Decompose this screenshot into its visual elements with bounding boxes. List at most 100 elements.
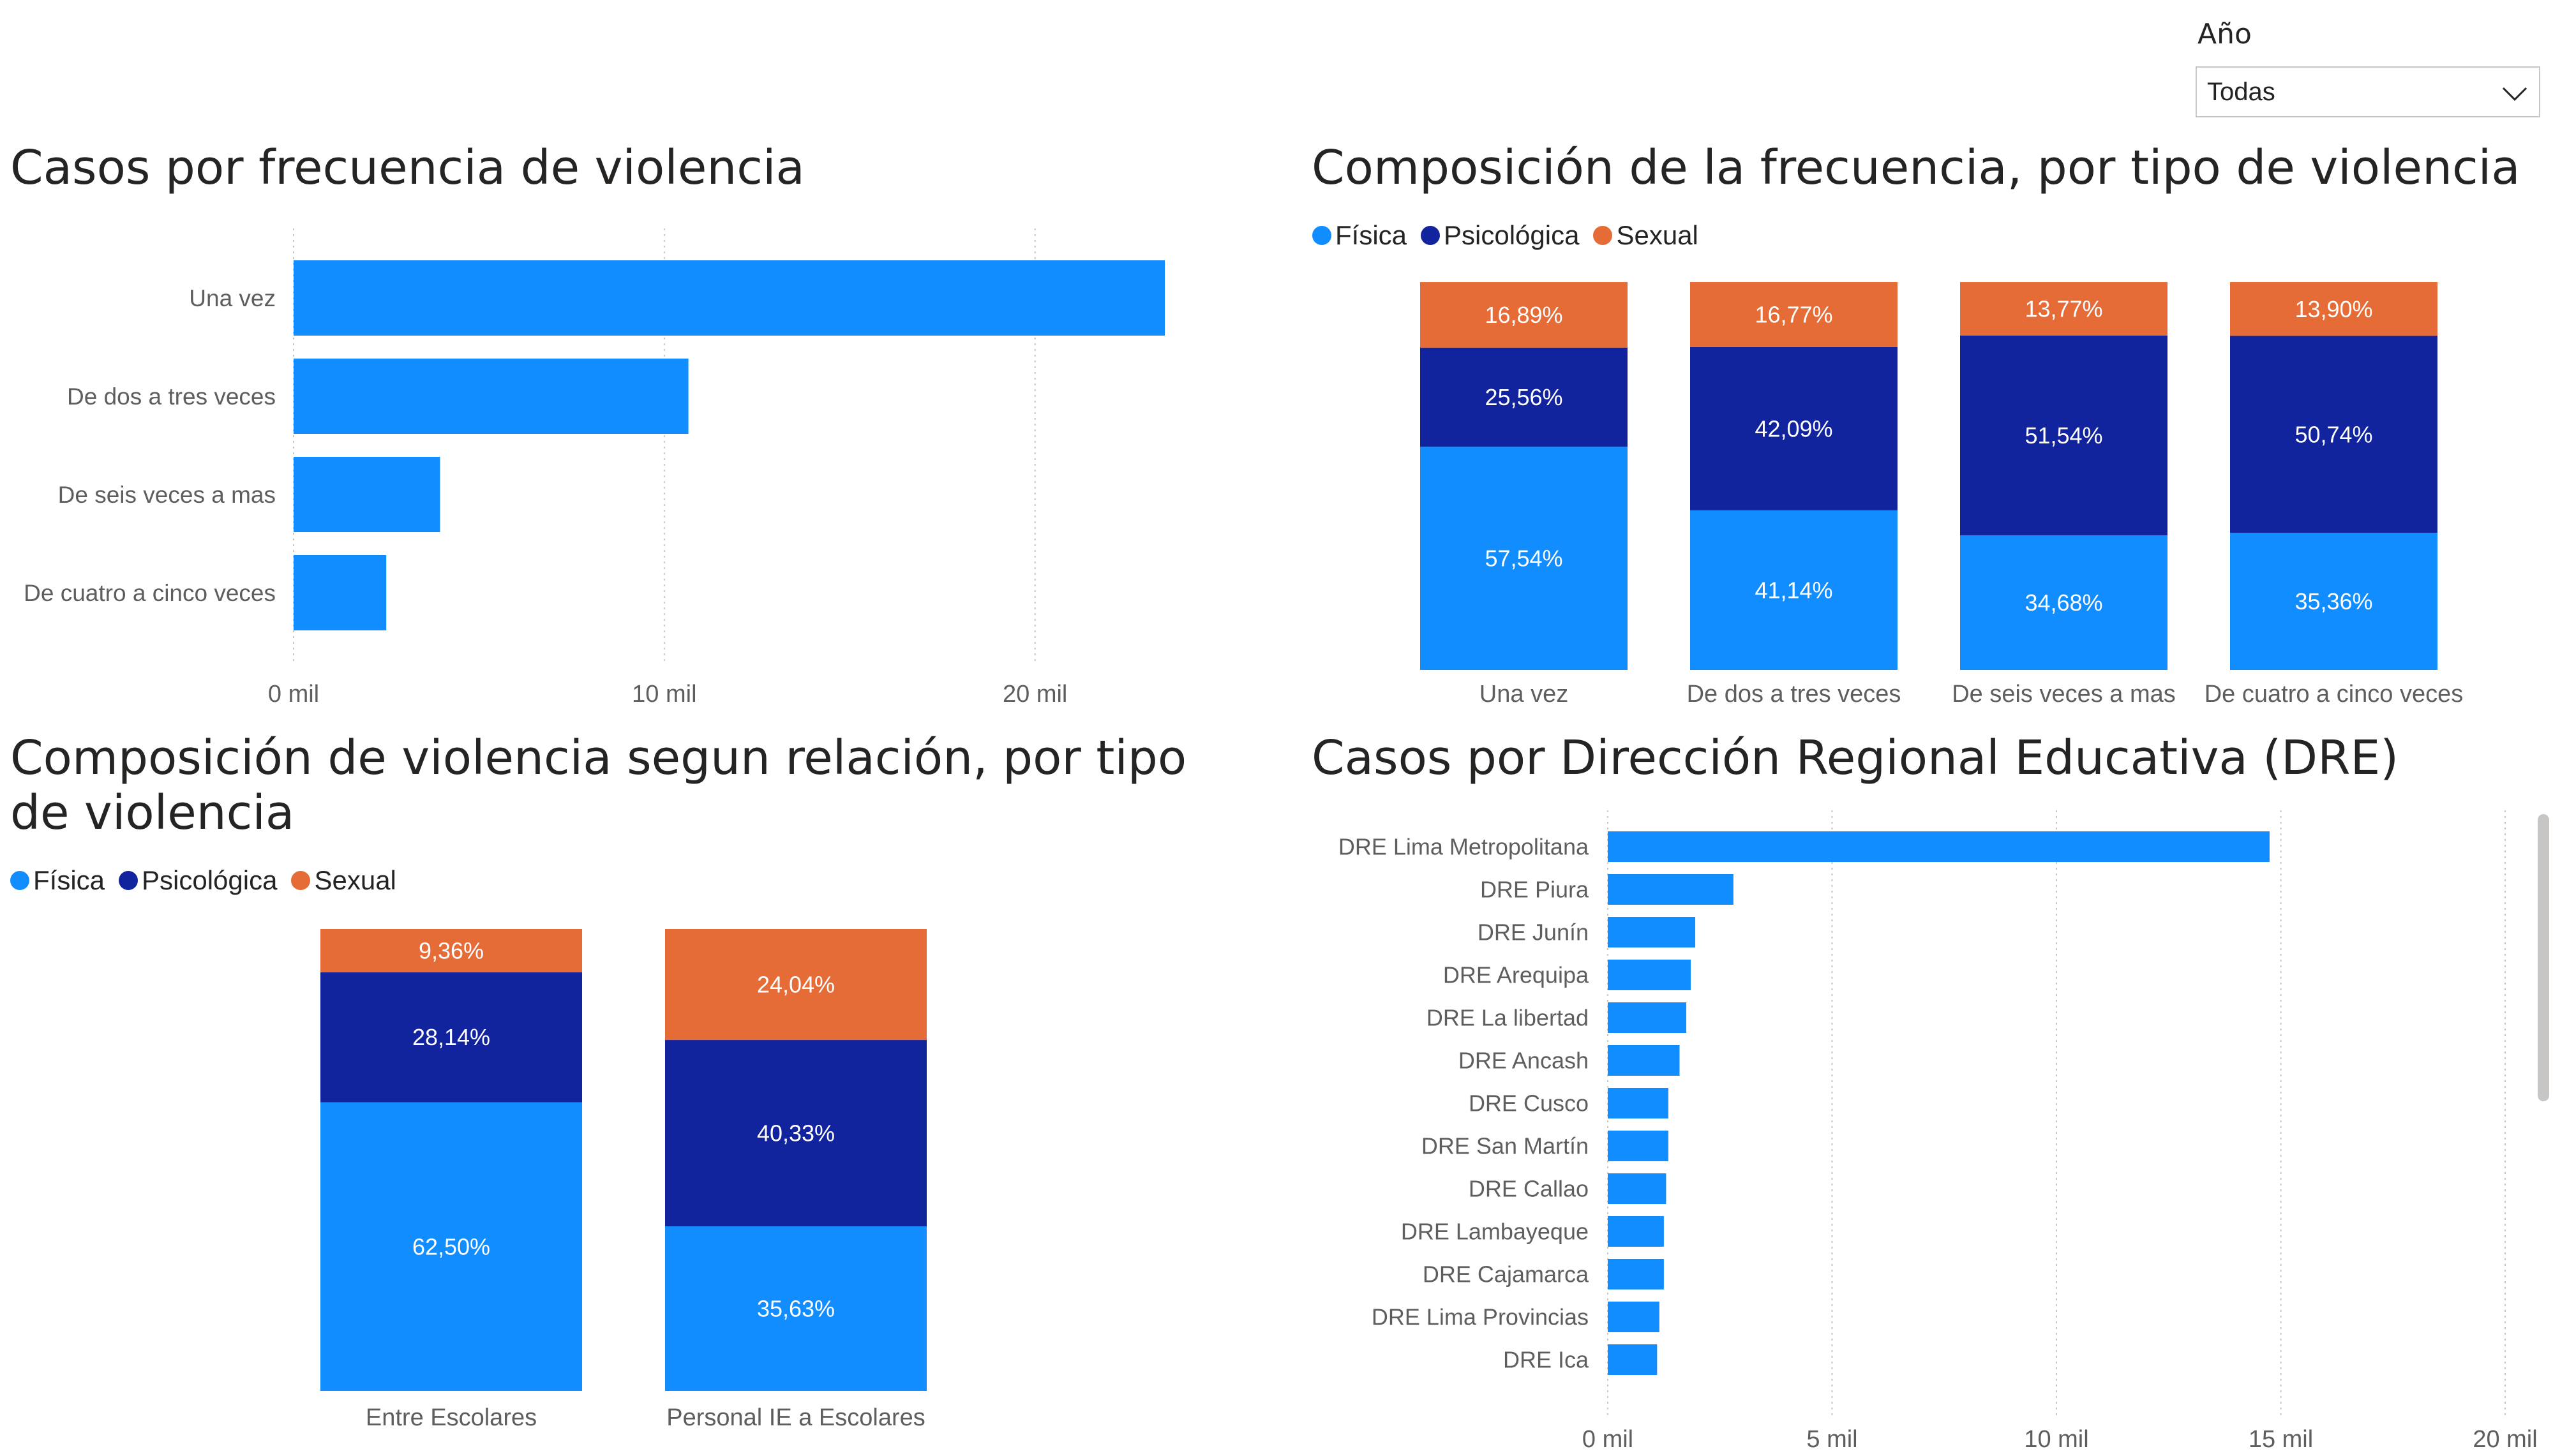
- chart-frecuencia: 0 mil 10 mil 20 mil Una vez De dos a tres ve…: [24, 228, 1165, 708]
- category-label: DRE Junín: [1478, 919, 1589, 946]
- legend-item-psicologica[interactable]: Psicológica: [1421, 220, 1579, 251]
- bar-de-cuatro-a-cinco-veces-fisica: [2230, 533, 2437, 670]
- legend-dot-sexual: [1593, 226, 1613, 245]
- data-label: 28,14%: [412, 1024, 490, 1050]
- x-tick-label: 10 mil: [632, 681, 696, 708]
- legend-dot-psicologica: [119, 871, 139, 890]
- chart-composicion-relacion-legend: Física Psicológica Sexual: [10, 865, 410, 896]
- data-label: 62,50%: [412, 1233, 490, 1259]
- year-slicer-value: Todas: [2207, 78, 2275, 106]
- bar-de-seis-veces-a-mas-fisica: [1960, 535, 2167, 670]
- category-label: De seis veces a mas: [1952, 681, 2176, 708]
- category-label: DRE Callao: [1469, 1176, 1589, 1202]
- legend-item-sexual[interactable]: Sexual: [1593, 220, 1698, 251]
- bar-dre-junin: [1608, 917, 1696, 947]
- year-slicer-dropdown[interactable]: Todas: [2196, 66, 2540, 117]
- bar-entre-escolares-sexual: [320, 929, 582, 972]
- bar-dre-la-libertad: [1608, 1002, 1687, 1033]
- data-label: 57,54%: [1485, 546, 1562, 572]
- bar-personal-ie-a-escolares-psicologica: [665, 1040, 927, 1227]
- legend-item-sexual[interactable]: Sexual: [291, 865, 396, 896]
- bar-dre-ica: [1608, 1344, 1658, 1375]
- x-tick-label: 0 mil: [268, 681, 319, 708]
- data-label: 42,09%: [1755, 416, 1832, 442]
- bar-personal-ie-a-escolares-sexual: [665, 929, 927, 1041]
- bar-de-dos-a-tres-veces-psicologica: [1690, 346, 1898, 510]
- category-label: Personal IE a Escolares: [666, 1404, 925, 1431]
- category-label: DRE Lima Metropolitana: [1338, 834, 1589, 860]
- data-label: 16,77%: [1755, 302, 1832, 328]
- category-label: DRE Ancash: [1458, 1048, 1589, 1074]
- bar-dre-arequipa: [1608, 960, 1691, 990]
- x-tick-label: 0 mil: [1582, 1426, 1633, 1453]
- x-tick-label: 5 mil: [1806, 1426, 1857, 1453]
- category-label: DRE Cusco: [1469, 1090, 1589, 1117]
- legend-dot-psicologica: [1421, 226, 1441, 245]
- data-label: 41,14%: [1755, 577, 1832, 604]
- bar-dre-piura: [1608, 874, 1733, 905]
- bar-una-vez-sexual: [1420, 282, 1628, 348]
- category-label: Una vez: [1479, 681, 1568, 708]
- category-label: De dos a tres veces: [1687, 681, 1901, 708]
- data-label: 35,63%: [757, 1296, 835, 1322]
- chart-composicion-frecuencia-title: Composición de la frecuencia, por tipo d…: [1312, 140, 2520, 195]
- bar-dre-san-martin: [1608, 1131, 1668, 1161]
- data-label: 50,74%: [2295, 421, 2372, 447]
- bar-de-cuatro-a-cinco-veces-sexual: [2230, 282, 2437, 336]
- bar-de-dos-a-tres-veces-sexual: [1690, 282, 1898, 347]
- category-label: DRE San Martín: [1421, 1133, 1589, 1159]
- bar-dre-ancash: [1608, 1045, 1680, 1076]
- legend-item-psicologica[interactable]: Psicológica: [119, 865, 277, 896]
- bar-entre-escolares-fisica: [320, 1102, 582, 1391]
- bar-dre-lima-provincias: [1608, 1302, 1659, 1332]
- bar-personal-ie-a-escolares-fisica: [665, 1226, 927, 1391]
- bar-dre-cusco: [1608, 1088, 1668, 1118]
- category-label: Entre Escolares: [366, 1404, 537, 1431]
- chevron-down-icon: [2502, 87, 2527, 101]
- x-tick-label: 10 mil: [2024, 1426, 2088, 1453]
- category-label: DRE Lima Provincias: [1372, 1304, 1589, 1330]
- bar-de-seis-veces-a-mas-psicologica: [1960, 335, 2167, 536]
- category-label: DRE Piura: [1480, 877, 1589, 903]
- x-tick-label: 15 mil: [2249, 1426, 2313, 1453]
- bar-de-cuatro-a-cinco-veces: [294, 555, 387, 630]
- bar-una-vez-psicologica: [1420, 347, 1628, 447]
- category-label: De dos a tres veces: [67, 383, 276, 410]
- bar-dre-callao: [1608, 1173, 1666, 1204]
- legend-dot-fisica: [1312, 226, 1331, 245]
- legend-item-fisica[interactable]: Física: [1312, 220, 1407, 251]
- data-label: 40,33%: [757, 1120, 835, 1147]
- bar-de-cuatro-a-cinco-veces-psicologica: [2230, 336, 2437, 533]
- chart-dre: 0 mil 5 mil 10 mil 15 mil 20 mil DRE Lima Met…: [1338, 810, 2538, 1453]
- category-label: De seis veces a mas: [58, 482, 276, 508]
- chart-composicion-relacion-title: Composición de violencia segun relación,…: [10, 731, 1187, 840]
- legend-item-fisica[interactable]: Física: [10, 865, 105, 896]
- bar-dre-lima-metropolitana: [1608, 831, 2270, 862]
- data-label: 24,04%: [757, 972, 835, 998]
- legend-label-fisica: Física: [1335, 220, 1407, 250]
- legend-label-sexual: Sexual: [1616, 220, 1698, 250]
- data-label: 9,36%: [419, 937, 484, 963]
- legend-dot-fisica: [10, 871, 29, 890]
- chart-composicion-relacion: 62,50% 28,14% 9,36% Entre Escolares 35,63% 40…: [320, 929, 927, 1431]
- data-label: 51,54%: [2025, 422, 2102, 449]
- bar-de-dos-a-tres-veces: [294, 359, 689, 434]
- legend-label-sexual: Sexual: [314, 865, 396, 895]
- chart-composicion-frecuencia: 57,54% 25,56% 16,89% Una vez 41,14% 42,09% 16,…: [1420, 282, 2464, 708]
- legend-label-psicologica: Psicológica: [142, 865, 278, 895]
- category-label: De cuatro a cinco veces: [24, 580, 276, 606]
- x-tick-label: 20 mil: [1003, 681, 1067, 708]
- bar-dre-lambayeque: [1608, 1216, 1664, 1247]
- bar-entre-escolares-psicologica: [320, 972, 582, 1103]
- legend-label-psicologica: Psicológica: [1444, 220, 1580, 250]
- category-label: DRE Ica: [1503, 1347, 1589, 1373]
- data-label: 34,68%: [2025, 590, 2102, 616]
- category-label: De cuatro a cinco veces: [2205, 681, 2464, 708]
- category-label: Una vez: [189, 285, 276, 311]
- data-label: 13,77%: [2025, 296, 2102, 322]
- data-label: 35,36%: [2295, 588, 2372, 614]
- data-label: 16,89%: [1485, 302, 1562, 328]
- chart-dre-title: Casos por Dirección Regional Educativa (…: [1312, 731, 2399, 785]
- category-label: DRE La libertad: [1426, 1005, 1589, 1031]
- chart-dre-scrollbar[interactable]: [2538, 814, 2549, 1101]
